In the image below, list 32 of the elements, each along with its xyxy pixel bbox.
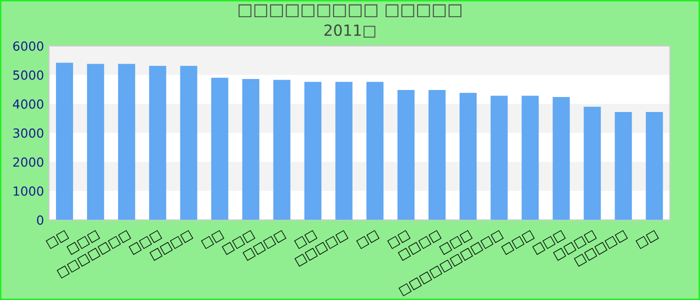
bar — [211, 78, 228, 220]
bar — [584, 106, 601, 220]
chart-subtitle: 2011□ — [324, 24, 376, 38]
bar — [614, 112, 632, 220]
bar — [552, 96, 570, 220]
bar — [522, 96, 539, 220]
y-tick-label: 0 — [37, 215, 44, 225]
x-tick-label: □□ — [201, 230, 224, 250]
bar — [335, 82, 352, 220]
bar — [149, 66, 166, 220]
bar — [366, 82, 384, 220]
bar — [304, 82, 322, 220]
y-tick-label: 6000 — [13, 41, 44, 51]
y-tick-label: 4000 — [12, 99, 44, 109]
y-tick-label: 5000 — [13, 70, 44, 80]
bar — [646, 112, 663, 220]
y-tick-label: 2000 — [13, 157, 44, 167]
chart-title: □□□□□□□□□ □□□□□ — [238, 4, 462, 18]
x-tick-label: □□ — [356, 230, 380, 250]
bar — [490, 96, 508, 220]
y-tick-label: 1000 — [14, 186, 44, 196]
bar — [273, 80, 290, 220]
bar — [180, 66, 198, 220]
bar — [460, 92, 477, 220]
x-tick-label: □□ — [636, 230, 659, 250]
bar — [242, 78, 260, 220]
y-tick-label: 3000 — [13, 128, 44, 138]
bar — [397, 90, 415, 220]
bar — [87, 64, 104, 220]
bar — [118, 64, 136, 220]
bar — [428, 90, 446, 220]
bar — [56, 62, 74, 220]
